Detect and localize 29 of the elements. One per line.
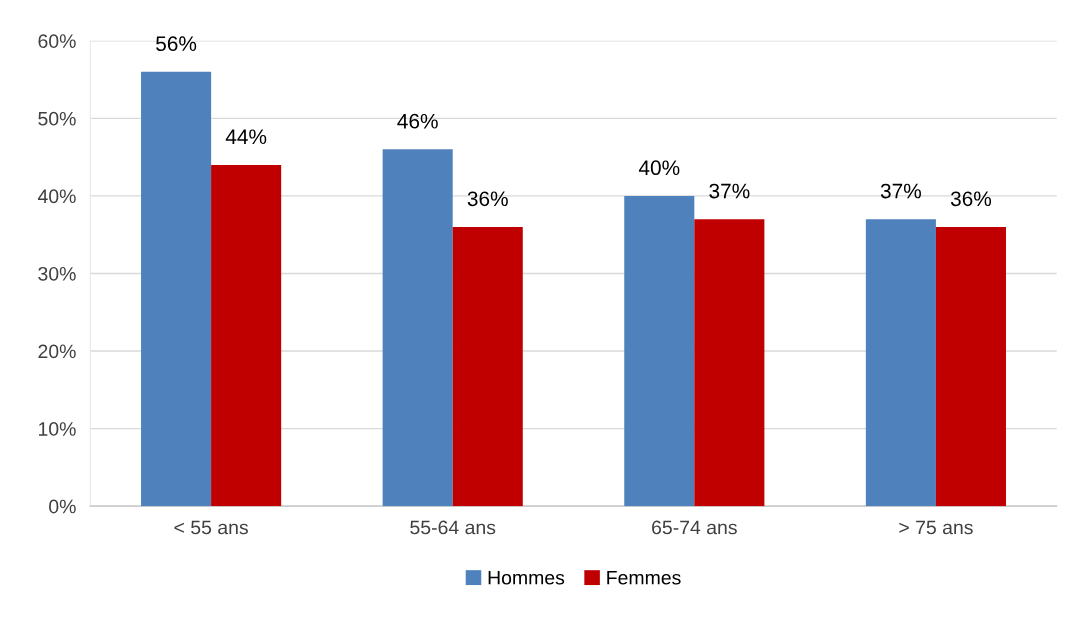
- bar: [141, 71, 212, 507]
- data-label: 37%: [709, 183, 750, 199]
- legend-label: Hommes: [488, 570, 565, 585]
- y-tick-label: 10%: [38, 422, 76, 436]
- y-tick-label: 30%: [38, 266, 76, 281]
- data-label: 36%: [950, 191, 992, 207]
- x-tick-label: 65-74 ans: [652, 520, 737, 535]
- x-tick-label: 55-64 ans: [410, 520, 496, 535]
- data-label: 46%: [397, 113, 438, 129]
- legend-label: Femmes: [607, 570, 681, 585]
- y-tick-label: 0%: [49, 499, 76, 514]
- bar: [624, 195, 695, 507]
- bar: [694, 219, 765, 507]
- data-label: 56%: [156, 36, 197, 52]
- bar: [382, 149, 453, 507]
- x-tick-label: < 55 ans: [174, 520, 248, 535]
- data-label: 36%: [467, 191, 508, 207]
- y-tick-label: 60%: [38, 34, 76, 49]
- bar: [865, 219, 936, 507]
- bar: [935, 226, 1006, 507]
- bar: [211, 164, 282, 507]
- data-label: 44%: [225, 129, 267, 145]
- x-tick-label: > 75 ans: [899, 520, 973, 535]
- data-label: 37%: [880, 183, 921, 199]
- data-label: 40%: [638, 160, 680, 176]
- bar: [452, 226, 523, 507]
- y-tick-label: 40%: [37, 189, 76, 204]
- y-tick-label: 50%: [38, 111, 76, 126]
- y-tick-label: 20%: [38, 344, 76, 359]
